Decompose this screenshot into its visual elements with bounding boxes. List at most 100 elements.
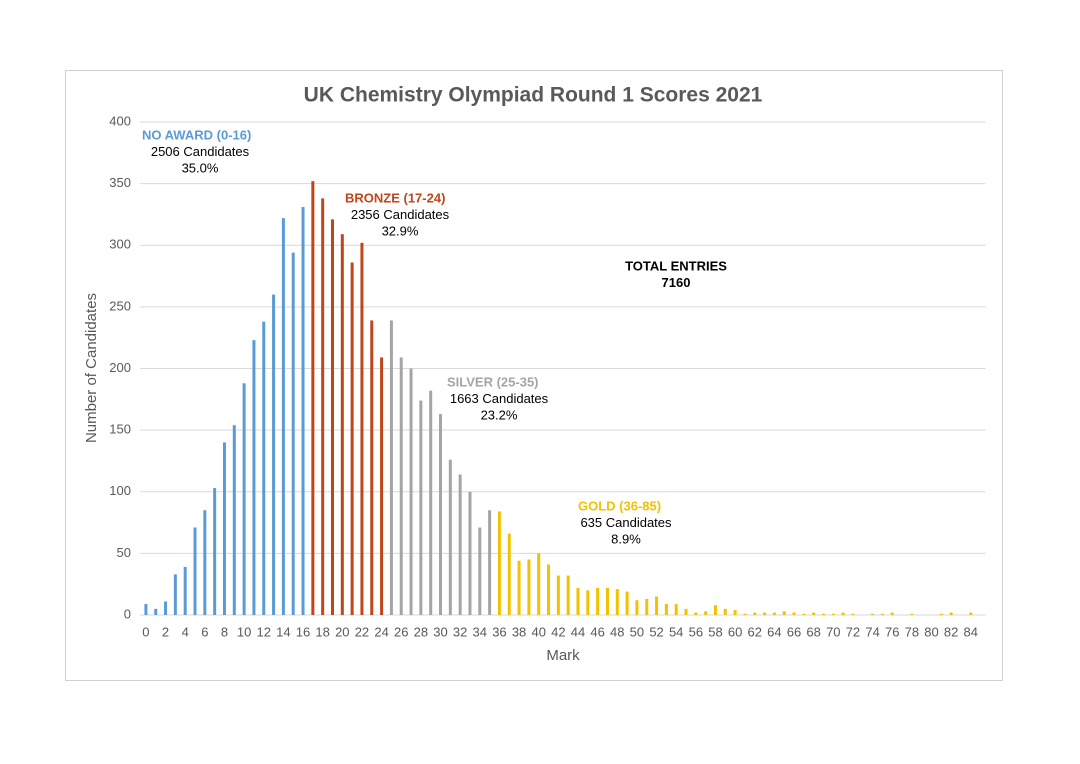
bar xyxy=(674,603,678,615)
bar xyxy=(164,601,168,615)
y-tick-label: 50 xyxy=(117,545,131,560)
annotation-title: GOLD (36-85) xyxy=(578,498,661,513)
x-tick-label: 32 xyxy=(453,624,467,639)
bar xyxy=(281,218,285,615)
chart-title: UK Chemistry Olympiad Round 1 Scores 202… xyxy=(304,84,763,107)
y-tick-label: 150 xyxy=(109,422,131,437)
bar xyxy=(527,559,531,615)
x-tick-label: 40 xyxy=(531,624,545,639)
x-tick-label: 6 xyxy=(201,624,208,639)
bar xyxy=(723,608,727,615)
bar xyxy=(419,400,423,615)
bar xyxy=(497,511,501,615)
x-tick-label: 4 xyxy=(182,624,189,639)
bar xyxy=(763,612,767,615)
annotation-text: TOTAL ENTRIES xyxy=(625,258,727,273)
y-tick-label: 200 xyxy=(109,360,131,375)
bar xyxy=(645,598,649,615)
bar xyxy=(871,613,875,615)
y-tick-label: 0 xyxy=(124,606,131,621)
bar xyxy=(851,613,855,615)
annotation-title: BRONZE (17-24) xyxy=(345,190,445,205)
bar xyxy=(380,357,384,615)
bar xyxy=(743,613,747,615)
annotation-title: NO AWARD (0-16) xyxy=(142,127,251,142)
bar xyxy=(890,612,894,615)
bar xyxy=(704,611,708,615)
annotation-text: 1663 Candidates xyxy=(450,391,549,406)
y-tick-label: 300 xyxy=(109,237,131,252)
bar xyxy=(517,560,521,615)
bar xyxy=(242,383,246,615)
x-tick-label: 46 xyxy=(590,624,604,639)
bar xyxy=(802,613,806,615)
annotation-text: 23.2% xyxy=(481,407,518,422)
annotation-text: 8.9% xyxy=(611,531,641,546)
bar xyxy=(252,340,256,615)
bar xyxy=(586,590,590,615)
y-tick-label: 100 xyxy=(109,483,131,498)
bar xyxy=(880,613,884,615)
bar xyxy=(232,425,236,615)
x-tick-label: 26 xyxy=(394,624,408,639)
x-tick-label: 10 xyxy=(237,624,251,639)
x-tick-label: 82 xyxy=(944,624,958,639)
bar xyxy=(222,442,226,615)
chart-frame xyxy=(65,70,1003,681)
x-tick-label: 56 xyxy=(689,624,703,639)
bar xyxy=(301,207,305,616)
bar xyxy=(360,242,364,615)
annotation-title: SILVER (25-35) xyxy=(447,374,539,389)
bar xyxy=(969,612,973,615)
x-tick-label: 2 xyxy=(162,624,169,639)
bar xyxy=(173,574,177,615)
bar xyxy=(439,414,443,615)
bar xyxy=(488,510,492,615)
x-tick-label: 12 xyxy=(257,624,271,639)
x-tick-label: 8 xyxy=(221,624,228,639)
x-tick-label: 16 xyxy=(296,624,310,639)
bar xyxy=(193,527,197,615)
annotation-text: 635 Candidates xyxy=(580,515,672,530)
bar xyxy=(753,612,757,615)
bar xyxy=(655,596,659,615)
annotation-text: 2506 Candidates xyxy=(151,144,250,159)
x-axis-title: Mark xyxy=(546,647,580,664)
bar xyxy=(910,613,914,615)
bar xyxy=(547,564,551,615)
annotation-text: 32.9% xyxy=(382,223,419,238)
bar xyxy=(556,575,560,615)
y-tick-label: 400 xyxy=(109,113,131,128)
bar xyxy=(566,575,570,615)
bar xyxy=(694,612,698,615)
bar xyxy=(772,612,776,615)
bar xyxy=(812,612,816,615)
bar xyxy=(144,603,148,615)
y-tick-label: 250 xyxy=(109,298,131,313)
bar xyxy=(537,553,541,615)
bar xyxy=(821,613,825,615)
x-tick-label: 54 xyxy=(669,624,683,639)
bar xyxy=(330,219,334,615)
bar xyxy=(370,320,374,615)
bar xyxy=(262,321,266,615)
bar xyxy=(507,533,511,615)
bar xyxy=(311,181,315,615)
x-tick-label: 76 xyxy=(885,624,899,639)
x-tick-label: 0 xyxy=(142,624,149,639)
x-tick-label: 66 xyxy=(787,624,801,639)
bar xyxy=(635,600,639,615)
x-tick-label: 52 xyxy=(649,624,663,639)
y-axis-title: Number of Candidates xyxy=(83,293,100,443)
x-tick-label: 64 xyxy=(767,624,781,639)
bar xyxy=(272,294,276,615)
bar xyxy=(389,320,393,615)
x-tick-label: 30 xyxy=(433,624,447,639)
bar xyxy=(203,510,207,615)
x-tick-label: 48 xyxy=(610,624,624,639)
bar xyxy=(949,612,953,615)
x-tick-label: 18 xyxy=(315,624,329,639)
bar xyxy=(733,610,737,615)
bar xyxy=(605,587,609,615)
